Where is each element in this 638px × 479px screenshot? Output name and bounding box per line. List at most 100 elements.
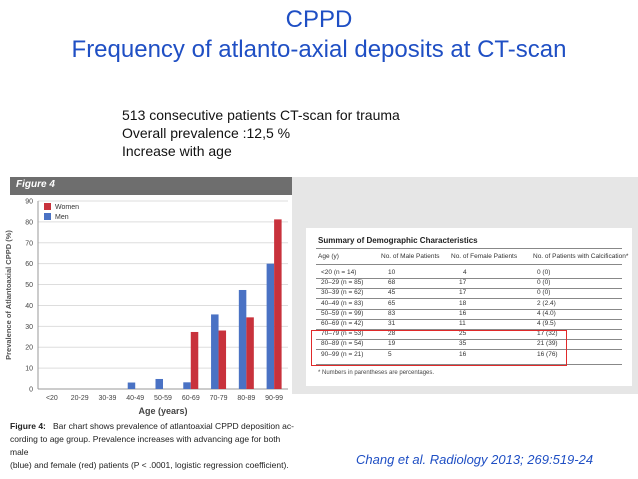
table-row-age: 70–79 (n = 53) — [321, 330, 364, 338]
table-row-female: 18 — [459, 299, 467, 307]
table-row-age: 80–89 (n = 54) — [321, 340, 364, 348]
y-tick-label: 90 — [25, 199, 33, 206]
table-row-female: 4 — [463, 269, 467, 276]
bar-men-90-99 — [266, 263, 275, 389]
table-row-divider — [316, 278, 622, 279]
table-row-male: 28 — [388, 330, 396, 338]
y-tick-label: 70 — [25, 240, 33, 247]
table-row-female: 11 — [459, 320, 466, 327]
y-tick-label: 50 — [25, 282, 33, 289]
table-rule-bottom — [316, 364, 622, 365]
caption-line-1: Bar chart shows prevalence of atlantoaxi… — [53, 421, 294, 431]
table-row-divider — [316, 288, 622, 290]
table-rule-header — [316, 264, 622, 265]
caption-line-2: cording to age group. Prevalence increas… — [10, 434, 281, 457]
y-axis-label: Prevalence of Atlantoaxial CPPD (%) — [4, 230, 13, 360]
y-tick-label: 40 — [25, 303, 33, 310]
x-tick-label: 90-99 — [265, 395, 283, 402]
figure-header: Figure 4 — [10, 177, 292, 195]
citation: Chang et al. Radiology 2013; 269:519-24 — [356, 452, 594, 467]
table-row-divider — [316, 329, 622, 330]
table-card — [306, 228, 632, 386]
x-axis-label: Age (years) — [138, 406, 187, 416]
table-header-cell: No. of Male Patients — [381, 253, 440, 260]
x-tick-label: 70-79 — [210, 395, 228, 402]
y-tick-label: 60 — [25, 261, 33, 268]
highlight-box — [311, 330, 567, 366]
table-row-divider — [316, 318, 622, 320]
bar-women-90-99 — [274, 219, 282, 389]
bar-women-60-69 — [190, 331, 199, 389]
table-row-female: 17 — [459, 289, 467, 297]
table-row-calcification: 17 (32) — [537, 330, 558, 338]
bar-men-40-49 — [127, 382, 136, 389]
table-row-male: 31 — [388, 320, 396, 327]
y-tick-label: 30 — [25, 324, 33, 331]
caption-line-3: (blue) and female (red) patients (P < .0… — [10, 460, 289, 470]
bar-men-50-59 — [155, 378, 163, 389]
y-tick-label: 20 — [25, 345, 33, 352]
bar-men-70-79 — [211, 314, 219, 389]
table-row-female: 35 — [459, 340, 467, 348]
x-tick-label: 40-49 — [126, 395, 144, 402]
table-row-male: 5 — [388, 350, 392, 358]
table-row-age: 30–39 (n = 62) — [321, 289, 364, 297]
table-footnote: * Numbers in parentheses are percentages… — [318, 370, 435, 376]
table-title: Summary of Demographic Characteristics — [318, 236, 478, 245]
figure-label: Figure 4 — [16, 179, 55, 190]
table-row-male: 19 — [388, 340, 396, 348]
legend-label-men: Men — [55, 214, 69, 221]
slide-title: CPPD — [285, 6, 353, 33]
table-row-calcification: 2 (2.4) — [537, 299, 556, 307]
legend-label-women: Women — [55, 204, 79, 211]
table-row-calcification: 4 (9.5) — [537, 320, 556, 327]
x-tick-label: 50-59 — [154, 395, 172, 402]
table-row-divider — [316, 308, 622, 310]
table-row-calcification: 0 (0) — [537, 279, 551, 287]
table-row-age: <20 (n = 14) — [321, 269, 357, 276]
table-row-calcification: 4 (4.0) — [537, 309, 556, 317]
bar-women-80-89 — [246, 317, 254, 389]
chart-grid — [38, 200, 288, 390]
x-tick-label: 20-29 — [71, 395, 89, 402]
bullet-1: 513 consecutive patients CT-scan for tra… — [122, 107, 400, 123]
bar-chart: 0 10 20 30 40 50 60 70 80 90 <20 20-29 30-39 40-49 50-… — [4, 199, 288, 416]
table-row-female: 16 — [459, 350, 467, 358]
table-row-divider — [316, 339, 622, 341]
table-row-female: 25 — [459, 330, 467, 338]
bullet-3: Increase with age — [122, 143, 232, 159]
table-row-age: 50–59 (n = 99) — [321, 309, 364, 317]
chart-bars — [127, 219, 282, 389]
bullet-2: Overall prevalence :12,5 % — [122, 125, 291, 141]
table-row-age: 90–99 (n = 21) — [321, 350, 364, 358]
table-header-cell: No. of Female Patients — [451, 253, 518, 260]
table-row-female: 17 — [459, 279, 467, 287]
chart-legend: Women Men — [44, 203, 79, 221]
table-row-divider — [316, 298, 622, 300]
table-row-age: 20–29 (n = 85) — [321, 279, 364, 287]
table-row-male: 68 — [388, 279, 396, 287]
table-row-male: 45 — [388, 289, 396, 297]
bar-men-60-69 — [183, 382, 191, 389]
chart-axes: 0 10 20 30 40 50 60 70 80 90 <20 20-29 30-39 40-49 50-… — [25, 199, 283, 403]
table-header-cell: Age (y) — [318, 253, 339, 260]
x-tick-label: 30-39 — [98, 395, 116, 402]
slide-subtitle: Frequency of atlanto-axial deposits at C… — [71, 36, 567, 63]
table-row-male: 65 — [388, 299, 396, 307]
table-rule-top — [316, 248, 622, 249]
y-tick-label: 0 — [29, 387, 33, 394]
bar-men-80-89 — [238, 289, 247, 389]
table-header-cell: No. of Patients with Calcification* — [533, 253, 629, 260]
table-row-age: 60–69 (n = 42) — [321, 320, 364, 327]
y-tick-label: 10 — [25, 366, 33, 373]
y-tick-label: 80 — [25, 219, 33, 226]
table-row-male: 10 — [388, 269, 396, 276]
x-tick-label: 80-89 — [237, 395, 255, 402]
table-row-age: 40–49 (n = 83) — [321, 299, 364, 307]
table-row-calcification: 0 (0) — [537, 269, 551, 276]
table-row-female: 16 — [459, 309, 467, 317]
caption-label: Figure 4: — [10, 421, 46, 431]
x-tick-label: <20 — [46, 395, 58, 402]
legend-swatch-men — [44, 213, 51, 220]
table-row-calcification: 21 (39) — [537, 340, 558, 348]
